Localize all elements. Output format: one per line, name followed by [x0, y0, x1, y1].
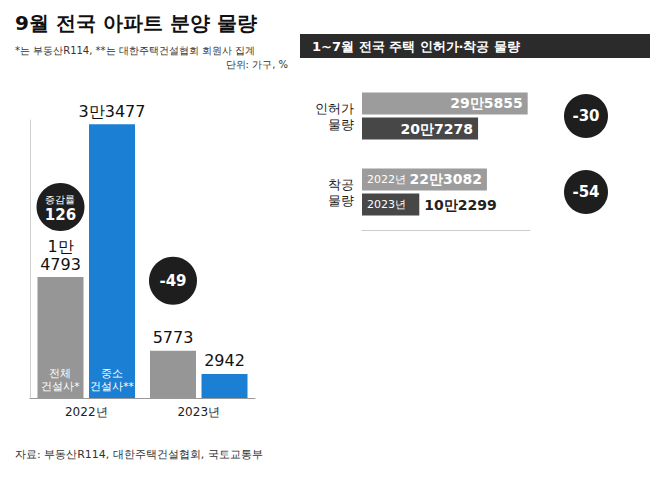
svg-text:2942: 2942 [204, 351, 245, 370]
svg-text:3만3477: 3만3477 [79, 102, 146, 121]
svg-text:2023년: 2023년 [177, 405, 220, 419]
svg-text:4793: 4793 [40, 255, 81, 274]
svg-text:10만2299: 10만2299 [424, 197, 496, 213]
svg-text:전체: 전체 [49, 367, 71, 379]
svg-text:2023년: 2023년 [367, 198, 406, 211]
svg-text:1만: 1만 [47, 237, 73, 256]
svg-text:-49: -49 [159, 272, 186, 290]
svg-text:-54: -54 [572, 183, 599, 201]
svg-text:건설사*: 건설사* [41, 380, 79, 392]
svg-text:2022년: 2022년 [367, 173, 406, 186]
svg-text:1~7월 전국 주택 인허가·착공 물량: 1~7월 전국 주택 인허가·착공 물량 [312, 39, 520, 54]
svg-text:2022년: 2022년 [65, 405, 108, 419]
svg-text:단위: 가구, %: 단위: 가구, % [226, 59, 288, 70]
svg-text:-30: -30 [572, 107, 599, 125]
svg-text:5773: 5773 [153, 328, 194, 347]
svg-text:중소: 중소 [101, 367, 123, 379]
svg-text:자료: 부동산R114, 대한주택건설협회, 국토교통부: 자료: 부동산R114, 대한주택건설협회, 국토교통부 [15, 448, 263, 461]
svg-text:물량: 물량 [328, 193, 354, 208]
svg-text:*는 부동산R114, **는 대한주택건설협회 회원사 집: *는 부동산R114, **는 대한주택건설협회 회원사 집계 [15, 45, 255, 56]
svg-text:29만5855: 29만5855 [450, 95, 522, 111]
svg-text:9월 전국 아파트 분양 물량: 9월 전국 아파트 분양 물량 [15, 11, 257, 35]
svg-text:건설사**: 건설사** [90, 380, 134, 392]
svg-text:20만7278: 20만7278 [401, 121, 473, 137]
svg-text:물량: 물량 [328, 117, 354, 132]
svg-text:22만3082: 22만3082 [409, 171, 481, 187]
svg-text:착공: 착공 [328, 177, 354, 192]
svg-text:인허가: 인허가 [315, 101, 354, 116]
svg-text:126: 126 [45, 206, 76, 224]
svg-text:증감률: 증감률 [45, 194, 75, 205]
